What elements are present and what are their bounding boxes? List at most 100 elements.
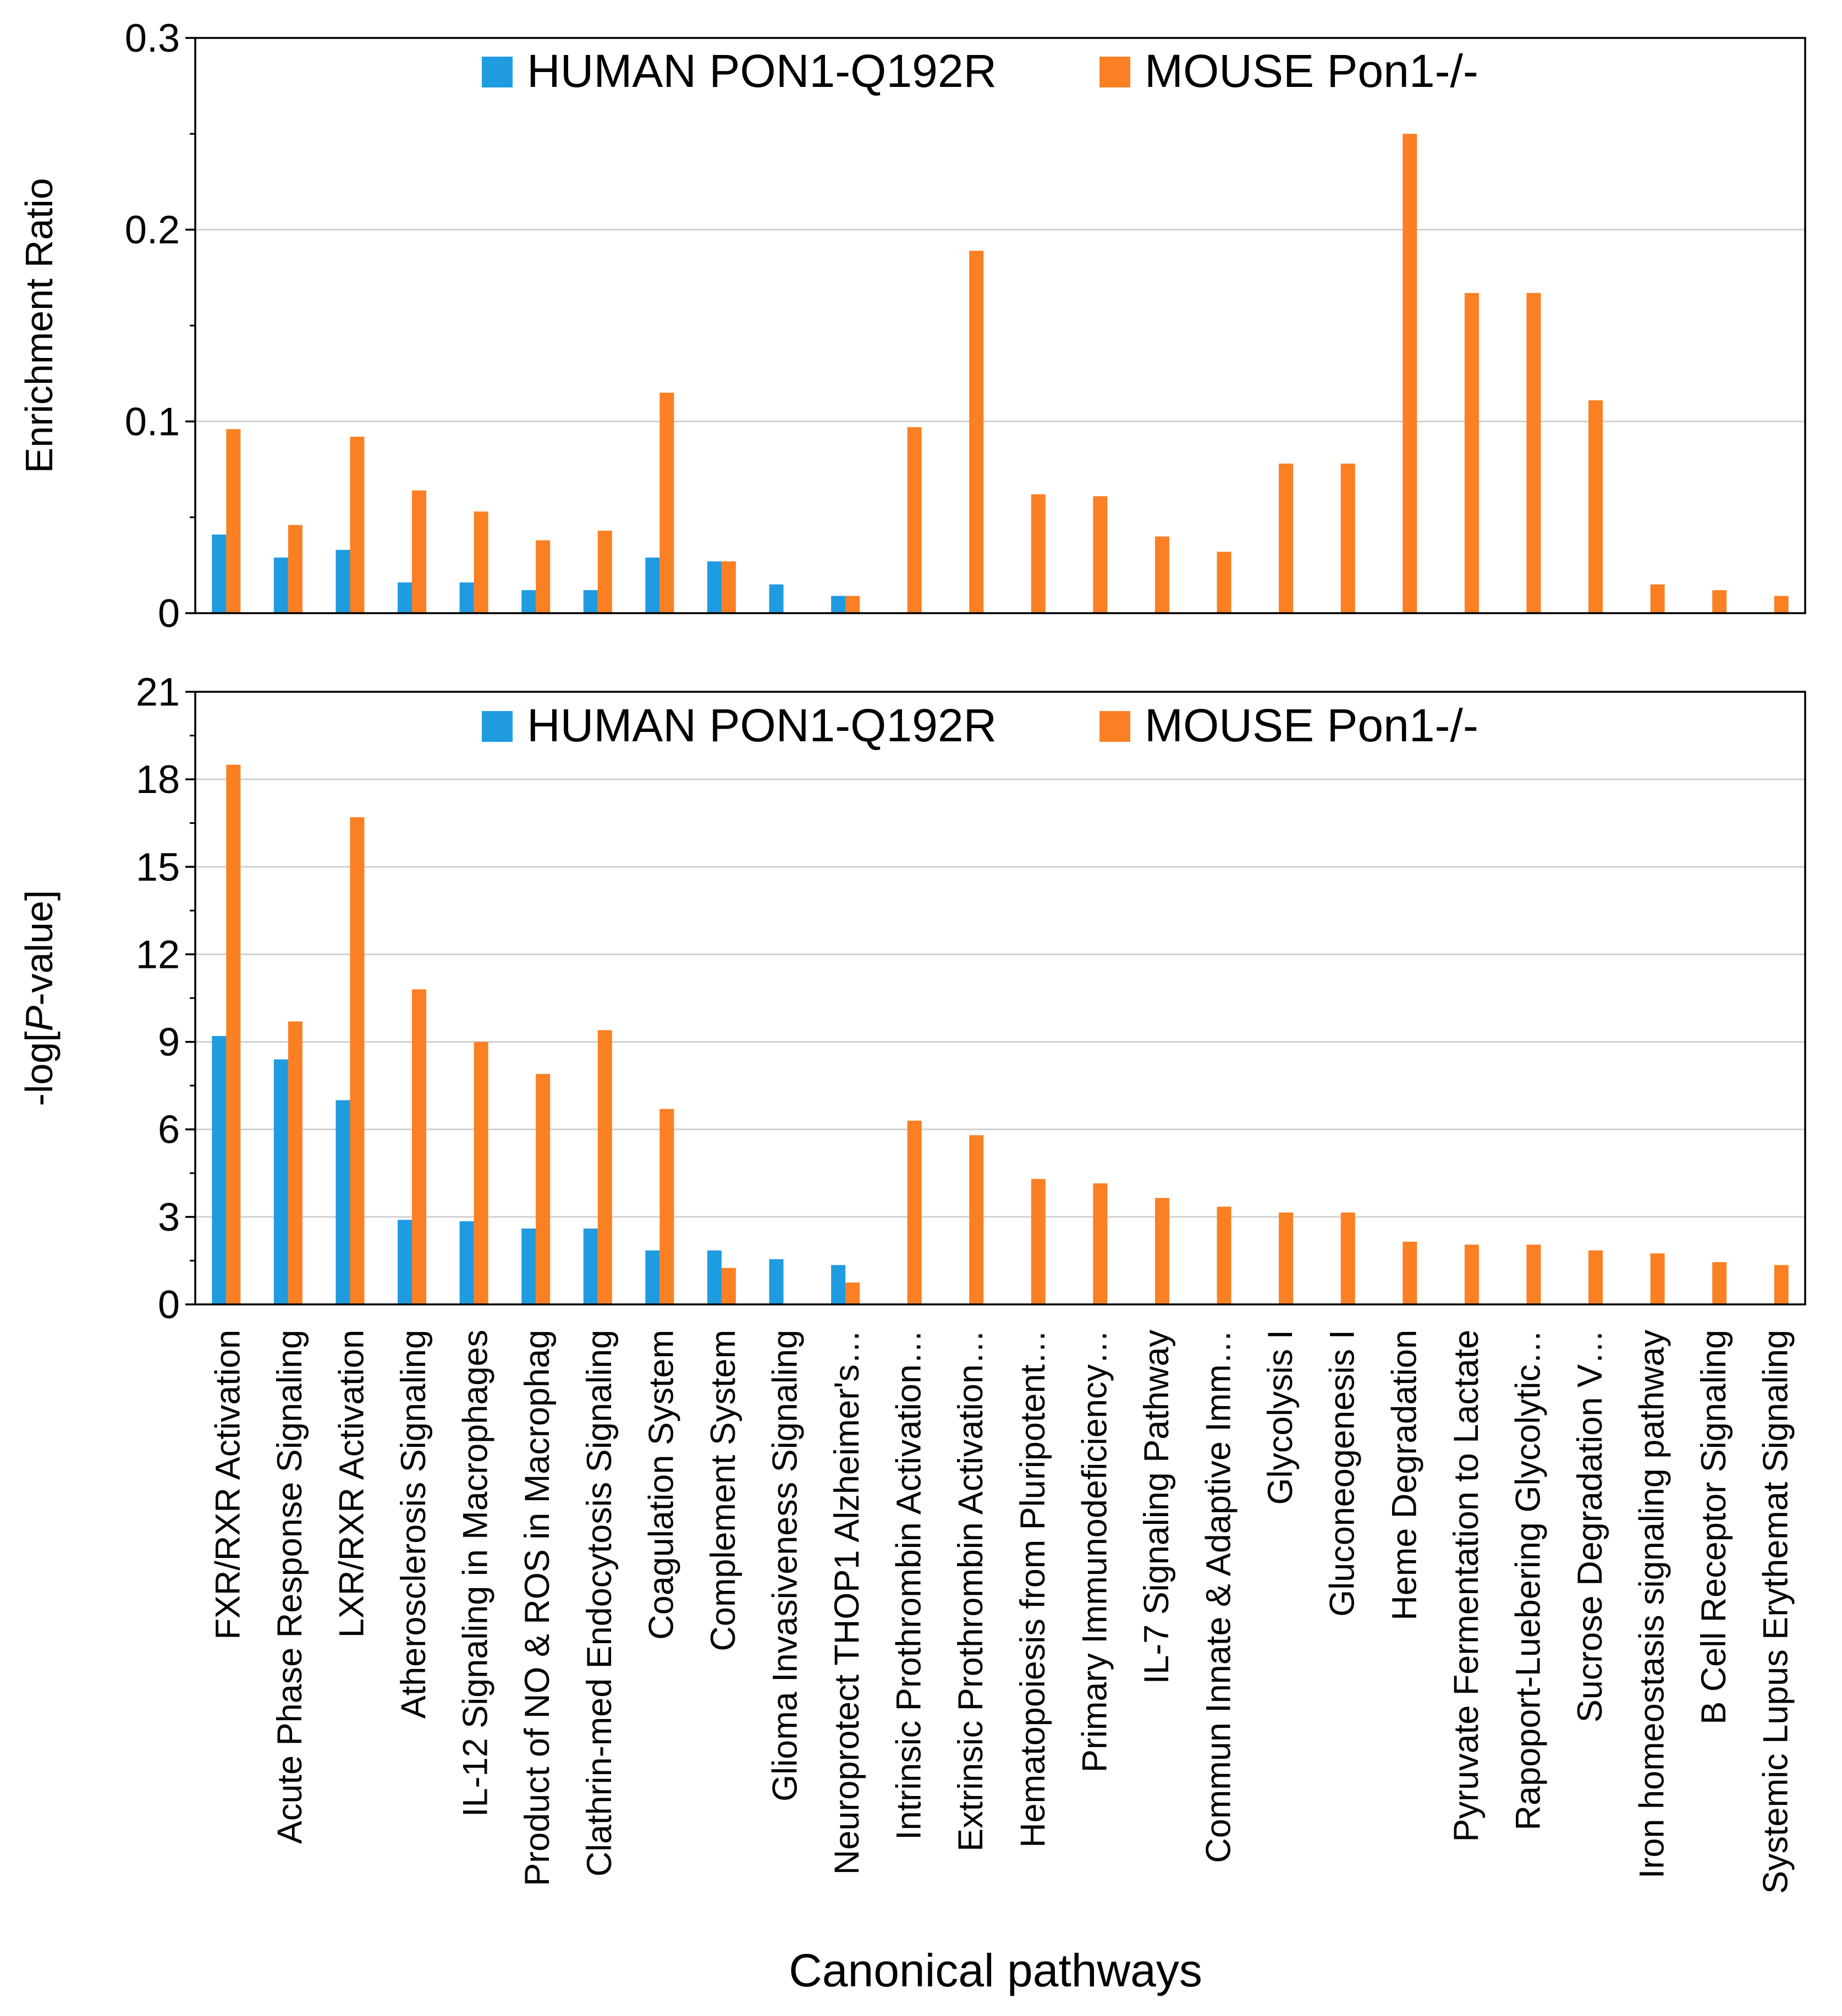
x-tick-label: IL-12 Signaling in Macrophages (457, 1330, 495, 1817)
bar-mouse (907, 1120, 922, 1304)
x-tick-label: Complement System (704, 1330, 743, 1651)
legend-swatch-mouse (1099, 711, 1130, 742)
bar-mouse (536, 1073, 551, 1304)
bar-mouse (1712, 590, 1727, 613)
bar-mouse (659, 1109, 674, 1304)
bar-mouse (721, 1268, 736, 1304)
bar-mouse (1154, 536, 1169, 613)
legend-label-mouse: MOUSE Pon1-/- (1145, 699, 1478, 751)
bar-human (521, 1229, 536, 1304)
x-tick-label: Clathrin-med Endocytosis Signaling (580, 1330, 619, 1877)
bar-mouse (1712, 1262, 1727, 1304)
bar-mouse (1093, 1183, 1108, 1304)
x-tick-label: Heme Degradation (1385, 1330, 1423, 1621)
x-tick-label: Product of NO & ROS in Macrophag (518, 1330, 557, 1886)
x-axis-label: Canonical pathways (789, 1945, 1202, 1996)
bar-mouse (350, 437, 365, 613)
bar-mouse (226, 429, 241, 613)
bar-mouse (536, 540, 551, 613)
x-tick-label: Pyruvate Fermentation to Lactate (1447, 1330, 1486, 1842)
bar-mouse (845, 596, 860, 613)
legend-swatch-mouse (1099, 57, 1130, 87)
bar-mouse (969, 1135, 984, 1304)
x-axis-category-labels: FXR/RXR Activation Acute Phase Response S… (208, 1330, 1795, 1894)
bar-mouse (412, 989, 427, 1304)
x-tick-label: Rapoport-Luebering Glycolytic… (1509, 1330, 1547, 1830)
y-tick-label: 3 (158, 1196, 180, 1240)
bar-human (459, 582, 474, 613)
bar-mouse (1154, 1198, 1169, 1304)
bar-mouse (1217, 1207, 1231, 1304)
x-tick-label: LXR/RXR Activation (332, 1330, 371, 1638)
bar-human (273, 557, 288, 613)
legend-swatch-human (482, 711, 513, 742)
bar-mouse (474, 1042, 488, 1304)
bar-mouse (907, 427, 922, 613)
bar-mouse (474, 511, 488, 613)
y-tick-label: 0 (158, 592, 180, 636)
y-tick-label: 0.3 (125, 16, 180, 60)
bars (212, 134, 1789, 614)
bar-human (645, 557, 660, 613)
x-tick-label: B Cell Receptor Signaling (1695, 1330, 1733, 1725)
bar-human (212, 535, 227, 613)
bar-human (707, 561, 722, 613)
bar-mouse (721, 561, 736, 613)
bar-mouse (1464, 1244, 1479, 1304)
x-tick-label: Extrinsic Prothrombin Activation… (952, 1330, 990, 1852)
x-tick-label: Iron homeostasis signaling pathway (1633, 1330, 1671, 1879)
bar-mouse (1217, 552, 1231, 613)
legend-swatch-human (482, 57, 513, 87)
bar-mouse (1650, 584, 1665, 613)
bar-human (336, 1100, 350, 1304)
x-tick-label: Intrinsic Prothrombin Activation… (890, 1330, 928, 1840)
legend-label-mouse: MOUSE Pon1-/- (1145, 45, 1478, 97)
y-tick-label: 21 (136, 670, 180, 714)
bar-human (336, 549, 350, 613)
bar-human (398, 582, 413, 613)
bar-mouse (226, 764, 241, 1304)
x-tick-label: Neuroprotect THOP1 Alzheimer's… (828, 1330, 866, 1875)
bar-human (521, 590, 536, 613)
bars (212, 764, 1789, 1304)
gridlines (195, 229, 1805, 422)
bar-human (769, 1259, 784, 1304)
neg-log-p-value-chart: 0 3 6 9 12 15 18 21 -log[P-value] HUMAN PON1-Q1… (18, 670, 1806, 1894)
bar-mouse (1403, 134, 1417, 614)
bar-mouse (350, 817, 365, 1304)
y-axis-ticks: 0 3 6 9 12 15 18 21 (136, 670, 195, 1327)
bar-human (398, 1220, 413, 1304)
y-axis-ticks: 0 0.1 0.2 0.3 (125, 16, 195, 636)
bar-mouse (1340, 464, 1355, 613)
x-tick-label: IL-7 Signaling Pathway (1137, 1330, 1176, 1684)
bar-mouse (597, 1030, 612, 1304)
bar-mouse (1526, 293, 1541, 613)
bar-mouse (1093, 496, 1108, 613)
bar-mouse (1464, 293, 1479, 613)
bar-human (273, 1059, 288, 1304)
bar-human (831, 1265, 846, 1304)
y-tick-label: 18 (136, 758, 180, 802)
bar-mouse (288, 1021, 303, 1304)
bar-mouse (1403, 1241, 1417, 1304)
bar-mouse (1774, 1265, 1789, 1304)
x-tick-label: Atherosclerosis Signaling (394, 1330, 433, 1718)
y-tick-label: 15 (136, 845, 180, 889)
bar-mouse (1279, 1212, 1294, 1304)
bar-mouse (659, 393, 674, 613)
bar-mouse (1588, 1250, 1603, 1304)
x-tick-label: Primary Immunodeficiency… (1075, 1330, 1114, 1772)
x-tick-label: Acute Phase Response Signaling (271, 1330, 309, 1844)
legend: HUMAN PON1-Q192R MOUSE Pon1-/- (482, 45, 1478, 97)
x-tick-label: Sucrose Degradation V… (1571, 1330, 1609, 1722)
bar-mouse (1279, 464, 1294, 613)
legend-label-human: HUMAN PON1-Q192R (527, 45, 997, 97)
bar-mouse (969, 251, 984, 613)
bar-human (645, 1250, 660, 1304)
legend-label-human: HUMAN PON1-Q192R (527, 699, 997, 751)
bar-mouse (845, 1282, 860, 1304)
gridlines (195, 778, 1805, 1218)
bar-mouse (597, 531, 612, 613)
x-tick-label: Hematopoiesis from Pluripotent… (1014, 1330, 1052, 1848)
